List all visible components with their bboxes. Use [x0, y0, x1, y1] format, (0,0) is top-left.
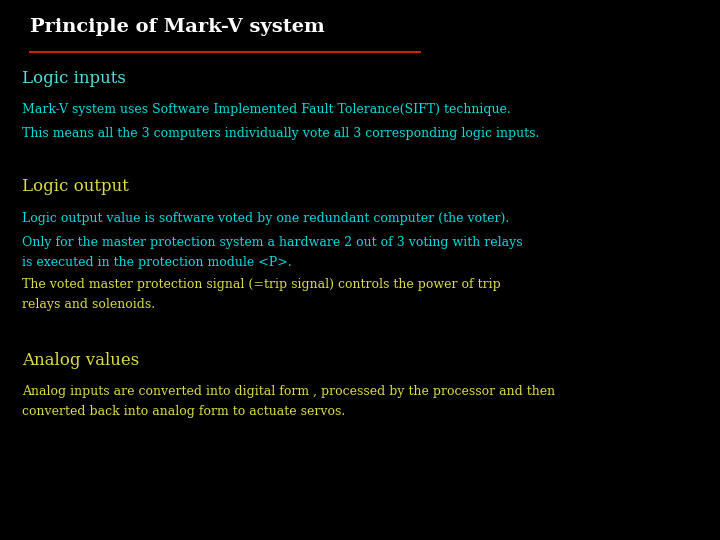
Text: is executed in the protection module <P>.: is executed in the protection module <P>… [22, 256, 292, 269]
Text: Principle of Mark-V system: Principle of Mark-V system [30, 18, 325, 36]
Text: converted back into analog form to actuate servos.: converted back into analog form to actua… [22, 405, 346, 418]
Text: Only for the master protection system a hardware 2 out of 3 voting with relays: Only for the master protection system a … [22, 236, 523, 249]
Text: relays and solenoids.: relays and solenoids. [22, 298, 155, 311]
Text: Analog inputs are converted into digital form , processed by the processor and t: Analog inputs are converted into digital… [22, 385, 555, 398]
Text: Logic output: Logic output [22, 178, 129, 195]
Text: Logic inputs: Logic inputs [22, 70, 126, 87]
Text: Mark-V system uses Software Implemented Fault Tolerance(SIFT) technique.: Mark-V system uses Software Implemented … [22, 103, 510, 116]
Text: This means all the 3 computers individually vote all 3 corresponding logic input: This means all the 3 computers individua… [22, 127, 539, 140]
Text: The voted master protection signal (=trip signal) controls the power of trip: The voted master protection signal (=tri… [22, 278, 500, 291]
Text: Logic output value is software voted by one redundant computer (the voter).: Logic output value is software voted by … [22, 212, 509, 225]
Text: Analog values: Analog values [22, 352, 139, 369]
